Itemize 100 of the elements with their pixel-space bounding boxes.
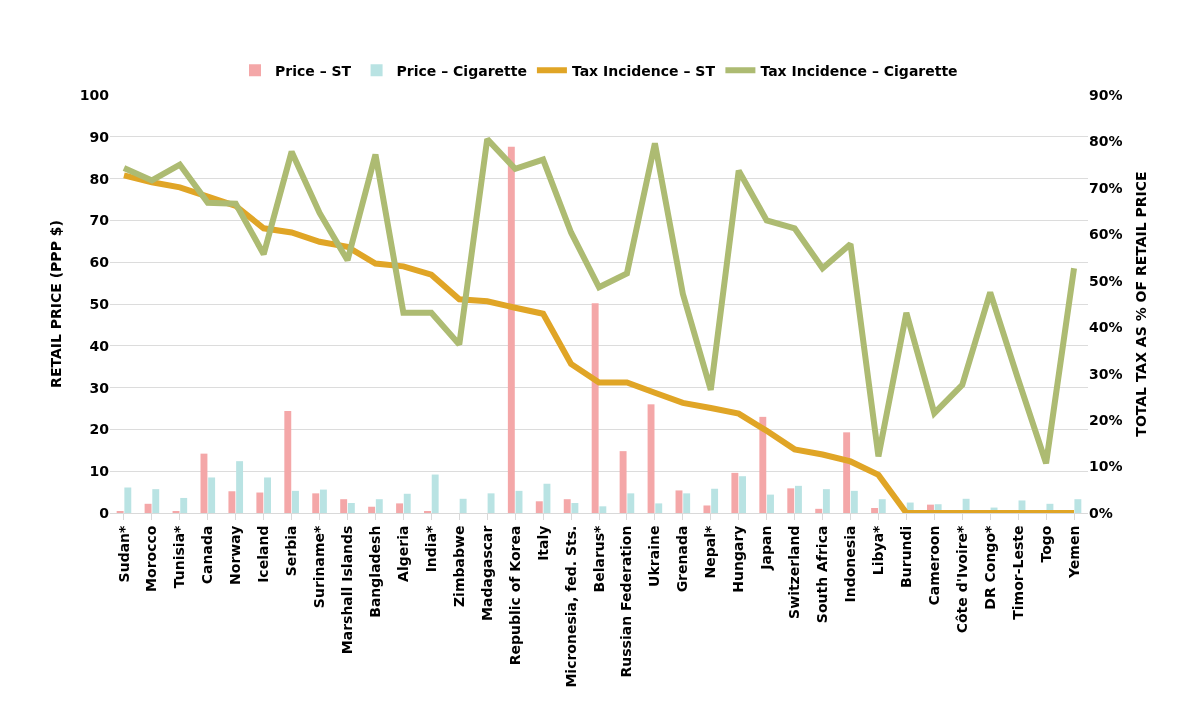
y-tick-label: 10 <box>89 463 110 480</box>
y2-tick-label: 10% <box>1089 458 1123 475</box>
x-tick-label: Morocco <box>143 525 160 592</box>
x-tick-label: Bangladesh <box>367 525 384 618</box>
x-tick-label: Serbia <box>283 525 300 577</box>
bar <box>284 411 292 513</box>
x-tick-label: Zimbabwe <box>450 525 467 608</box>
bar <box>571 502 579 513</box>
x-tick-label: Hungary <box>730 525 747 593</box>
x-tick-label: Algeria <box>394 525 411 582</box>
bar <box>711 488 719 513</box>
x-tick-label: Japan <box>758 525 775 571</box>
bar <box>535 501 543 513</box>
y-tick-label: 90 <box>89 128 110 145</box>
bar <box>487 493 495 513</box>
y-tick-label: 50 <box>89 295 110 312</box>
y-tick-label: 20 <box>89 421 110 438</box>
bar <box>340 499 348 513</box>
bar <box>850 490 858 513</box>
bar <box>815 508 823 513</box>
y-tick-label: 70 <box>89 212 110 229</box>
bar <box>655 503 663 513</box>
x-tick-label: Iceland <box>255 525 272 583</box>
bar <box>347 502 355 513</box>
bar <box>256 492 264 513</box>
y-tick-label: 40 <box>89 337 110 354</box>
y-tick-label: 80 <box>89 170 110 187</box>
bar <box>236 461 244 513</box>
x-tick-label: Timor-Leste <box>1009 525 1026 620</box>
x-tick-label: Republic of Korea <box>506 525 523 666</box>
bar <box>264 477 271 513</box>
y2-tick-label: 50% <box>1089 272 1123 289</box>
bar <box>1074 499 1082 513</box>
y-tick-label: 0 <box>99 504 110 521</box>
x-tick-label: South Africa <box>814 525 831 624</box>
bar <box>787 488 795 513</box>
x-tick-label: Italy <box>534 525 551 561</box>
x-tick-label: Madagascar <box>478 525 495 621</box>
x-tick-label: Tunisia* <box>171 524 188 589</box>
x-tick-label: Russian Federation <box>618 525 635 678</box>
bar <box>144 503 152 513</box>
bar <box>368 506 376 513</box>
bar <box>312 493 320 513</box>
x-tick-label: Switzerland <box>786 525 803 619</box>
bar <box>647 404 655 513</box>
x-tick-label: Micronesia, fed. Sts. <box>562 525 579 688</box>
x-tick-label: Libya* <box>869 524 886 576</box>
bar <box>591 303 599 513</box>
x-tick-label: Indonesia <box>842 525 859 603</box>
x-tick-label: Canada <box>199 525 216 585</box>
y-tick-label: 60 <box>89 254 110 271</box>
x-tick-label: Norway <box>227 525 244 585</box>
x-tick-label: Grenada <box>674 525 691 593</box>
bar <box>739 476 747 513</box>
bar <box>599 506 607 513</box>
x-tick-label: DR Congo* <box>981 524 998 610</box>
bar <box>180 497 188 513</box>
bar <box>152 489 160 513</box>
bar <box>292 490 299 513</box>
x-tick-label: Cameroon <box>925 525 942 606</box>
bar <box>794 485 802 513</box>
bar <box>431 474 439 513</box>
bar <box>208 477 216 513</box>
x-tick-label: Ukraine <box>646 525 663 587</box>
bar <box>759 416 767 513</box>
y-axis-title: RETAIL PRICE (PPP $) <box>48 220 65 388</box>
y2-tick-label: 0% <box>1089 504 1113 521</box>
bar <box>703 505 711 513</box>
bar <box>563 499 571 513</box>
bar <box>403 493 411 513</box>
bar <box>871 507 879 513</box>
bar <box>319 489 327 513</box>
bar <box>843 432 851 513</box>
legend-label: Tax Incidence – ST <box>571 62 716 79</box>
bar <box>619 451 627 513</box>
x-tick-label: Marshall Islands <box>339 525 356 655</box>
bar <box>396 503 404 513</box>
bar <box>683 493 691 513</box>
y2-tick-label: 40% <box>1089 319 1123 336</box>
y2-tick-label: 80% <box>1089 133 1123 150</box>
x-tick-label: Yemen <box>1065 525 1082 580</box>
bar <box>124 487 132 513</box>
bar <box>731 472 739 513</box>
x-tick-label: Sudan* <box>115 524 132 583</box>
y2-tick-label: 70% <box>1089 179 1123 196</box>
y2-tick-label: 30% <box>1089 365 1123 382</box>
x-tick-label: Belarus* <box>590 524 607 593</box>
x-tick-label: Nepal* <box>702 524 719 579</box>
bar <box>375 499 383 513</box>
y2-tick-label: 90% <box>1089 86 1123 103</box>
bar <box>228 491 236 513</box>
x-tick-label: Suriname* <box>311 524 328 609</box>
y-tick-label: 30 <box>89 379 110 396</box>
x-tick-label: Burundi <box>897 525 914 588</box>
bar <box>459 498 467 513</box>
bar <box>822 489 830 513</box>
bar <box>627 493 635 513</box>
legend-label: Tax Incidence – Cigarette <box>760 62 958 79</box>
y2-tick-label: 20% <box>1089 412 1123 429</box>
x-tick-label: Côte d'Ivoire* <box>953 524 970 634</box>
